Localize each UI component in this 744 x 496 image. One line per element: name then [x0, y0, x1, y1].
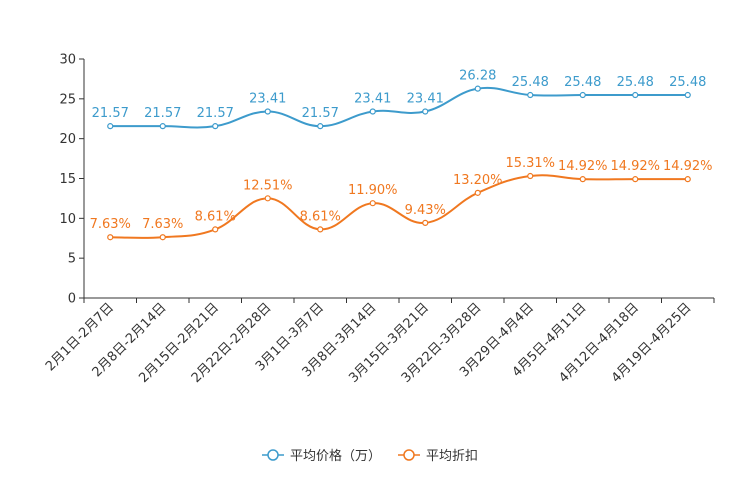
data-label: 25.48 [617, 75, 654, 90]
y-tick-label: 5 [68, 252, 76, 267]
y-tick-label: 30 [59, 53, 76, 68]
legend-item-1[interactable]: 平均折扣 [398, 449, 478, 464]
data-label: 7.63% [90, 217, 131, 232]
data-point [212, 123, 219, 130]
data-point [579, 91, 586, 99]
data-point [317, 226, 324, 233]
data-label: 14.92% [663, 159, 713, 174]
legend-marker [403, 449, 415, 461]
data-label: 12.51% [243, 178, 293, 193]
y-tick-label: 25 [59, 92, 76, 107]
data-label: 8.61% [195, 209, 236, 224]
data-label: 15.31% [505, 156, 555, 171]
data-label: 26.28 [459, 69, 496, 84]
series-line [110, 174, 688, 239]
legend-label: 平均价格（万） [290, 448, 381, 464]
data-label: 21.57 [92, 106, 129, 121]
data-point [422, 108, 429, 115]
data-point [159, 234, 166, 241]
data-label: 25.48 [564, 75, 601, 90]
data-label: 8.61% [300, 209, 341, 224]
data-point [527, 172, 534, 180]
data-point [212, 226, 219, 233]
data-point [107, 123, 114, 130]
legend-label: 平均折扣 [426, 449, 478, 464]
data-label: 11.90% [348, 183, 398, 198]
data-point [264, 108, 271, 115]
data-label: 13.20% [453, 173, 503, 188]
data-label: 25.48 [669, 75, 706, 90]
y-tick-label: 0 [68, 292, 76, 307]
legend-item-0[interactable]: 平均价格（万） [262, 448, 381, 464]
data-point [632, 91, 639, 99]
data-point [317, 123, 324, 130]
data-point [579, 176, 586, 183]
data-label: 23.41 [354, 92, 391, 107]
data-point [527, 91, 534, 99]
series-0: 21.57 21.57 21.57 23.41 21.57 23.41 23.41 26.28… [92, 69, 706, 130]
data-point [474, 189, 481, 196]
y-tick-label: 20 [59, 132, 76, 147]
data-point [264, 195, 271, 202]
data-point [632, 176, 639, 183]
data-label: 25.48 [512, 75, 549, 90]
data-point [107, 234, 114, 241]
data-point [369, 200, 376, 207]
data-label: 7.63% [142, 217, 183, 232]
data-label: 14.92% [610, 159, 660, 174]
legend-marker [267, 449, 279, 461]
data-label: 21.57 [197, 106, 234, 121]
series-layer: 21.57 21.57 21.57 23.41 21.57 23.41 23.41 26.28… [90, 69, 713, 241]
data-label: 9.43% [405, 203, 446, 218]
y-tick-label: 10 [59, 212, 76, 227]
y-tick-label: 15 [59, 172, 76, 187]
data-label: 21.57 [302, 106, 339, 121]
data-label: 21.57 [144, 106, 181, 121]
data-point [369, 108, 376, 115]
data-point [474, 85, 481, 92]
data-label: 23.41 [249, 92, 286, 107]
series-1: 7.63% 7.63% 8.61% 12.51% 8.61% 11.90% 9.43% 13.… [90, 156, 713, 241]
data-point [159, 123, 166, 130]
series-line [110, 86, 688, 129]
data-point [684, 91, 691, 99]
data-label: 14.92% [558, 159, 608, 174]
legend[interactable]: 平均价格（万） 平均折扣 [262, 448, 478, 464]
data-point [684, 176, 691, 183]
data-point [422, 219, 429, 226]
data-label: 23.41 [407, 92, 444, 107]
